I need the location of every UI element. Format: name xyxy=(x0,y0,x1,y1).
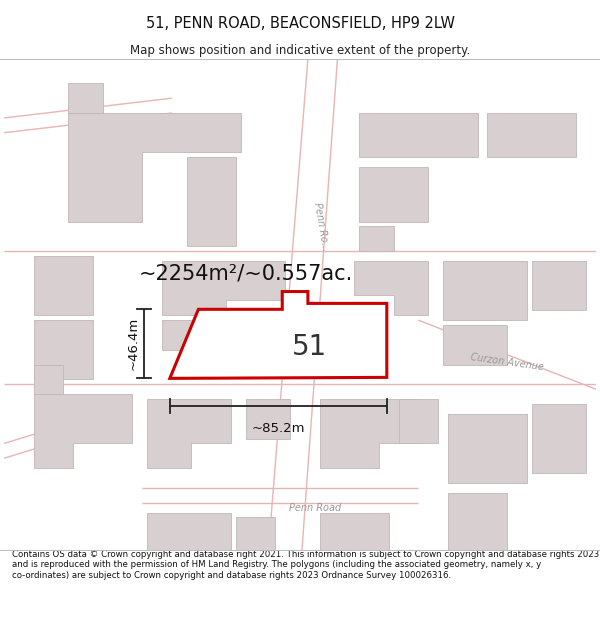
Polygon shape xyxy=(532,404,586,473)
Text: Penn Ro...: Penn Ro... xyxy=(313,201,331,252)
Polygon shape xyxy=(246,399,290,439)
Polygon shape xyxy=(448,414,527,483)
Polygon shape xyxy=(398,399,438,444)
Polygon shape xyxy=(34,364,63,394)
Text: ~46.4m: ~46.4m xyxy=(126,318,139,371)
Polygon shape xyxy=(34,256,93,315)
Text: 51, PENN ROAD, BEACONSFIELD, HP9 2LW: 51, PENN ROAD, BEACONSFIELD, HP9 2LW xyxy=(146,16,455,31)
Polygon shape xyxy=(147,399,231,468)
Polygon shape xyxy=(359,168,428,221)
Polygon shape xyxy=(162,261,285,315)
Polygon shape xyxy=(443,325,507,364)
Polygon shape xyxy=(320,512,389,550)
Text: ~85.2m: ~85.2m xyxy=(251,422,305,435)
Text: Penn Road: Penn Road xyxy=(289,503,341,512)
Polygon shape xyxy=(448,492,507,550)
Polygon shape xyxy=(443,261,527,320)
Polygon shape xyxy=(320,399,418,468)
Polygon shape xyxy=(187,158,236,246)
Polygon shape xyxy=(236,518,275,550)
Polygon shape xyxy=(487,113,576,158)
Polygon shape xyxy=(68,113,241,221)
Polygon shape xyxy=(162,320,216,350)
Polygon shape xyxy=(34,394,133,468)
Text: 51: 51 xyxy=(292,332,328,361)
Polygon shape xyxy=(359,226,394,251)
Polygon shape xyxy=(359,113,478,158)
Polygon shape xyxy=(532,261,586,310)
Polygon shape xyxy=(170,291,387,378)
Text: Contains OS data © Crown copyright and database right 2021. This information is : Contains OS data © Crown copyright and d… xyxy=(12,550,599,580)
Text: ~2254m²/~0.557ac.: ~2254m²/~0.557ac. xyxy=(139,264,353,284)
Polygon shape xyxy=(147,512,231,550)
Polygon shape xyxy=(68,83,103,113)
Text: Map shows position and indicative extent of the property.: Map shows position and indicative extent… xyxy=(130,44,470,57)
Text: Curzon Avenue: Curzon Avenue xyxy=(470,352,544,372)
Polygon shape xyxy=(34,320,93,379)
Polygon shape xyxy=(354,261,428,315)
